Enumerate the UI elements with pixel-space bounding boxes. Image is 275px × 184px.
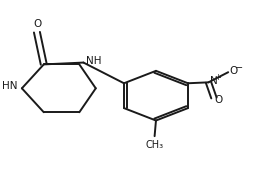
Text: −: − [235,63,243,73]
Text: N: N [210,76,217,86]
Text: +: + [214,73,221,82]
Text: O: O [229,66,237,76]
Text: O: O [215,95,223,105]
Text: HN: HN [2,82,17,91]
Text: O: O [33,19,42,29]
Text: CH₃: CH₃ [145,140,164,150]
Text: NH: NH [86,56,101,66]
